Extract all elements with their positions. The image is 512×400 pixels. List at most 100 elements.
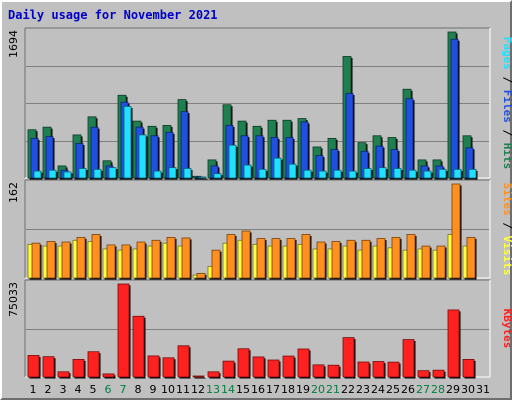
bar-sites-day-15 (241, 230, 251, 279)
bar-pages-day-19 (303, 169, 312, 179)
bar-pages-day-10 (168, 167, 177, 179)
bar-sites-day-12 (196, 272, 206, 279)
bar-sites-day-18 (286, 238, 296, 279)
bar-sites-day-30 (466, 236, 476, 279)
bar-pages-day-22 (348, 170, 357, 179)
bar-sites-day-6 (106, 244, 116, 279)
bar-pages-day-7 (123, 106, 132, 179)
bar-pages-day-3 (63, 171, 72, 179)
bar-kbytes-day-4 (72, 358, 85, 378)
bar-kbytes-day-18 (282, 355, 295, 378)
x-tick-label-day-10: 10 (161, 383, 175, 396)
x-tick-label-day-14: 14 (221, 383, 235, 396)
bar-pages-day-18 (288, 163, 297, 179)
bar-pages-day-15 (243, 164, 252, 179)
bar-sites-day-22 (346, 239, 356, 279)
bar-pages-day-14 (228, 144, 237, 179)
bar-sites-day-7 (121, 244, 131, 279)
bar-pages-day-9 (153, 170, 162, 179)
bar-pages-day-26 (408, 169, 417, 179)
x-tick-label-day-30: 30 (461, 383, 475, 396)
bar-kbytes-day-22 (342, 337, 355, 378)
legend-entry: Visits (501, 236, 512, 276)
y-max-label: 75033 (7, 282, 20, 317)
x-tick-label-day-9: 9 (150, 383, 157, 396)
bar-sites-day-3 (61, 241, 71, 279)
x-tick-label-day-26: 26 (401, 383, 415, 396)
bar-pages-day-2 (48, 169, 57, 179)
bar-pages-day-17 (273, 157, 282, 179)
legend-entry: Pages (501, 37, 512, 70)
bar-pages-day-27 (423, 170, 432, 179)
x-tick-label-day-12: 12 (191, 383, 205, 396)
bar-sites-day-20 (316, 241, 326, 279)
x-tick-label-day-31: 31 (476, 383, 490, 396)
panel-legend: KBytes (501, 309, 512, 349)
x-tick-label-day-22: 22 (341, 383, 355, 396)
x-tick-label-day-16: 16 (251, 383, 265, 396)
bar-sites-day-13 (211, 249, 221, 279)
bar-pages-day-16 (258, 168, 267, 179)
bar-pages-day-28 (438, 168, 447, 179)
bar-pages-day-6 (108, 167, 117, 179)
bar-kbytes-day-23 (357, 361, 370, 378)
panel-legend: Pages / Files / Hits (501, 37, 512, 170)
bar-sites-day-14 (226, 234, 236, 279)
legend-entry: Files (501, 90, 512, 123)
x-tick-label-day-8: 8 (135, 383, 142, 396)
x-tick-label-day-6: 6 (105, 383, 112, 396)
bar-kbytes-day-12 (192, 375, 205, 378)
bar-pages-day-30 (468, 168, 477, 179)
bar-sites-day-1 (31, 242, 41, 279)
bar-sites-day-17 (271, 238, 281, 279)
panel-legend: Sites / Visits (501, 183, 512, 276)
bar-kbytes-day-30 (462, 358, 475, 378)
bar-pages-day-24 (378, 167, 387, 179)
x-tick-label-day-3: 3 (60, 383, 67, 396)
bar-pages-day-5 (93, 168, 102, 179)
bar-kbytes-day-1 (27, 355, 40, 378)
bar-kbytes-day-5 (87, 351, 100, 378)
bar-kbytes-day-11 (177, 345, 190, 378)
y-max-label: 162 (7, 182, 20, 203)
bar-kbytes-day-24 (372, 361, 385, 378)
bar-kbytes-day-20 (312, 364, 325, 378)
x-tick-label-day-25: 25 (386, 383, 400, 396)
x-tick-label-day-7: 7 (120, 383, 127, 396)
bar-kbytes-day-2 (42, 356, 55, 378)
legend-entry: KBytes (501, 309, 512, 349)
y-max-label: 1694 (7, 30, 20, 58)
bar-kbytes-day-6 (102, 373, 115, 378)
bar-files-day-29 (450, 38, 459, 179)
x-tick-label-day-1: 1 (30, 383, 37, 396)
x-tick-label-day-23: 23 (356, 383, 370, 396)
bar-pages-day-21 (333, 169, 342, 179)
bar-kbytes-day-29 (447, 309, 460, 378)
x-tick-label-day-13: 13 (206, 383, 220, 396)
bar-sites-day-9 (151, 239, 161, 279)
legend-entry: / (501, 123, 512, 143)
bar-sites-day-23 (361, 239, 371, 279)
bar-pages-day-20 (318, 170, 327, 179)
bar-pages-day-4 (78, 168, 87, 179)
x-tick-label-day-29: 29 (446, 383, 460, 396)
bar-files-day-22 (345, 93, 354, 179)
legend-entry: / (501, 216, 512, 236)
bar-shadow (200, 178, 208, 180)
bar-sites-day-28 (436, 245, 446, 279)
bar-files-day-19 (300, 121, 309, 179)
bar-sites-day-26 (406, 234, 416, 279)
bar-sites-day-16 (256, 238, 266, 279)
bar-sites-day-21 (331, 241, 341, 279)
chart-title: Daily usage for November 2021 (8, 8, 218, 22)
bar-pages-day-11 (183, 168, 192, 179)
x-tick-label-day-20: 20 (311, 383, 325, 396)
bar-kbytes-day-26 (402, 339, 415, 378)
bar-kbytes-day-28 (432, 369, 445, 378)
bar-sites-day-2 (46, 241, 56, 279)
bar-kbytes-day-15 (237, 348, 250, 378)
x-tick-label-day-2: 2 (45, 383, 52, 396)
x-tick-label-day-11: 11 (176, 383, 190, 396)
bar-kbytes-day-21 (327, 364, 340, 378)
